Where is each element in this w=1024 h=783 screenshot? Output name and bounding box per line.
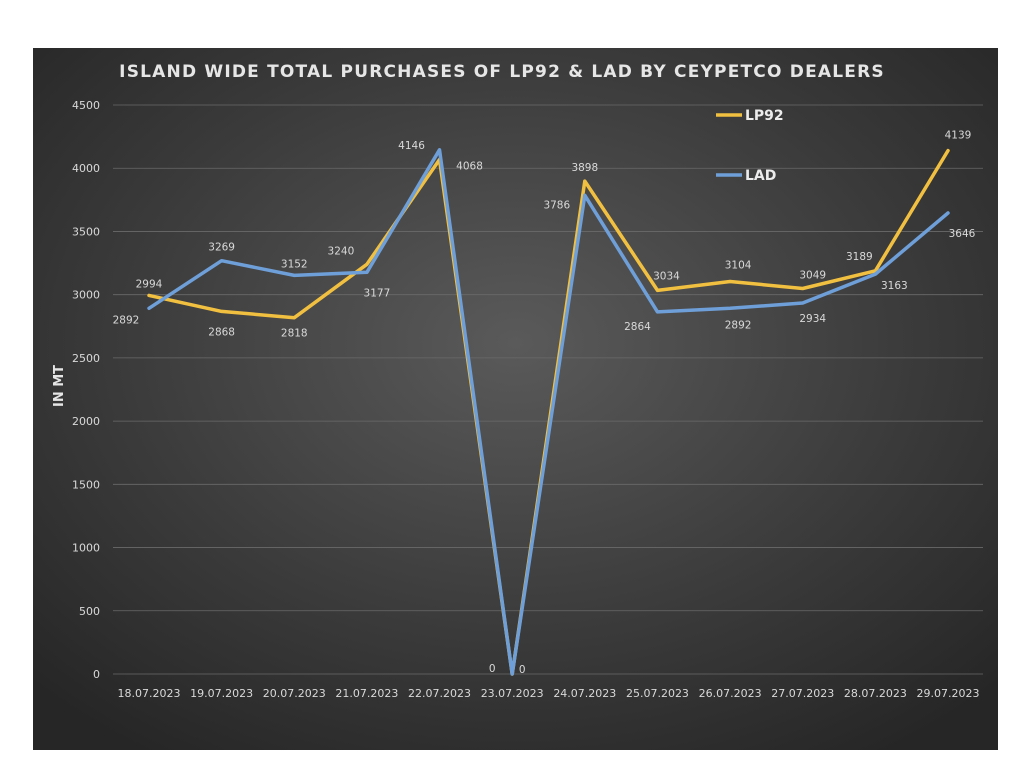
y-tick-label: 3500: [72, 225, 100, 238]
data-label-lad: 3646: [949, 228, 976, 240]
x-tick-label: 23.07.2023: [481, 687, 544, 700]
data-label-lad: 3152: [281, 258, 308, 270]
chart-panel: ISLAND WIDE TOTAL PURCHASES OF LP92 & LA…: [33, 48, 998, 750]
data-label-lad: 3177: [364, 287, 391, 299]
data-label-lp92: 3189: [846, 251, 873, 263]
x-tick-label: 24.07.2023: [553, 687, 616, 700]
x-tick-label: 21.07.2023: [335, 687, 398, 700]
y-tick-label: 1500: [72, 478, 100, 491]
chart-title: ISLAND WIDE TOTAL PURCHASES OF LP92 & LA…: [119, 62, 885, 82]
data-label-lp92: 3034: [653, 270, 680, 282]
y-axis-ticks: 0 500 1000 1500 2000 2500 3000 3500 4000 4500: [72, 99, 100, 681]
x-tick-label: 25.07.2023: [626, 687, 689, 700]
data-label-lad: 3163: [881, 280, 908, 292]
x-axis-ticks: 18.07.2023 19.07.2023 20.07.2023 21.07.2023…: [118, 687, 980, 700]
data-label-lp92: 4068: [456, 161, 483, 173]
data-label-lp92: 3104: [725, 260, 752, 272]
data-label-lp92: 4139: [945, 130, 972, 142]
data-label-lp92: 2818: [281, 328, 308, 340]
series-lines: [147, 148, 950, 676]
x-tick-label: 19.07.2023: [190, 687, 253, 700]
data-label-lad: 2892: [725, 319, 752, 331]
data-label-lp92: 3898: [571, 162, 598, 174]
x-tick-label: 20.07.2023: [263, 687, 326, 700]
data-labels: 2994 2868 2818 3240 4068 0 3898 3034 3104 3049 318…: [113, 130, 976, 676]
y-tick-label: 4000: [72, 162, 100, 175]
x-tick-label: 22.07.2023: [408, 687, 471, 700]
legend: LP92 LAD: [716, 108, 784, 184]
chart-background: [33, 48, 998, 750]
data-label-lp92: 0: [489, 663, 496, 675]
data-label-lad: 3786: [543, 199, 570, 211]
x-tick-label: 29.07.2023: [917, 687, 980, 700]
x-tick-label: 28.07.2023: [844, 687, 907, 700]
data-label-lp92: 2994: [136, 278, 163, 290]
line-chart: ISLAND WIDE TOTAL PURCHASES OF LP92 & LA…: [33, 48, 998, 750]
data-label-lad: 2934: [799, 313, 826, 325]
data-label-lad: 0: [519, 664, 526, 676]
x-tick-label: 18.07.2023: [118, 687, 181, 700]
y-tick-label: 4500: [72, 99, 100, 112]
data-label-lad: 2864: [624, 321, 651, 333]
y-tick-label: 3000: [72, 289, 100, 302]
data-label-lad: 2892: [113, 314, 140, 326]
data-label-lp92: 3240: [328, 245, 355, 257]
x-tick-label: 27.07.2023: [771, 687, 834, 700]
series-line-lad: [147, 148, 950, 676]
gridlines: [113, 104, 983, 675]
y-tick-label: 500: [79, 605, 100, 618]
legend-label-lad: LAD: [745, 168, 776, 184]
data-label-lad: 4146: [398, 140, 425, 152]
y-tick-label: 2000: [72, 415, 100, 428]
data-label-lp92: 3049: [799, 269, 826, 281]
y-tick-label: 1000: [72, 542, 100, 555]
data-label-lad: 3269: [208, 242, 235, 254]
y-tick-label: 2500: [72, 352, 100, 365]
data-label-lp92: 2868: [208, 326, 235, 338]
y-axis-title: IN MT: [52, 365, 67, 407]
legend-label-lp92: LP92: [745, 108, 784, 124]
x-tick-label: 26.07.2023: [699, 687, 762, 700]
y-tick-label: 0: [93, 668, 100, 681]
